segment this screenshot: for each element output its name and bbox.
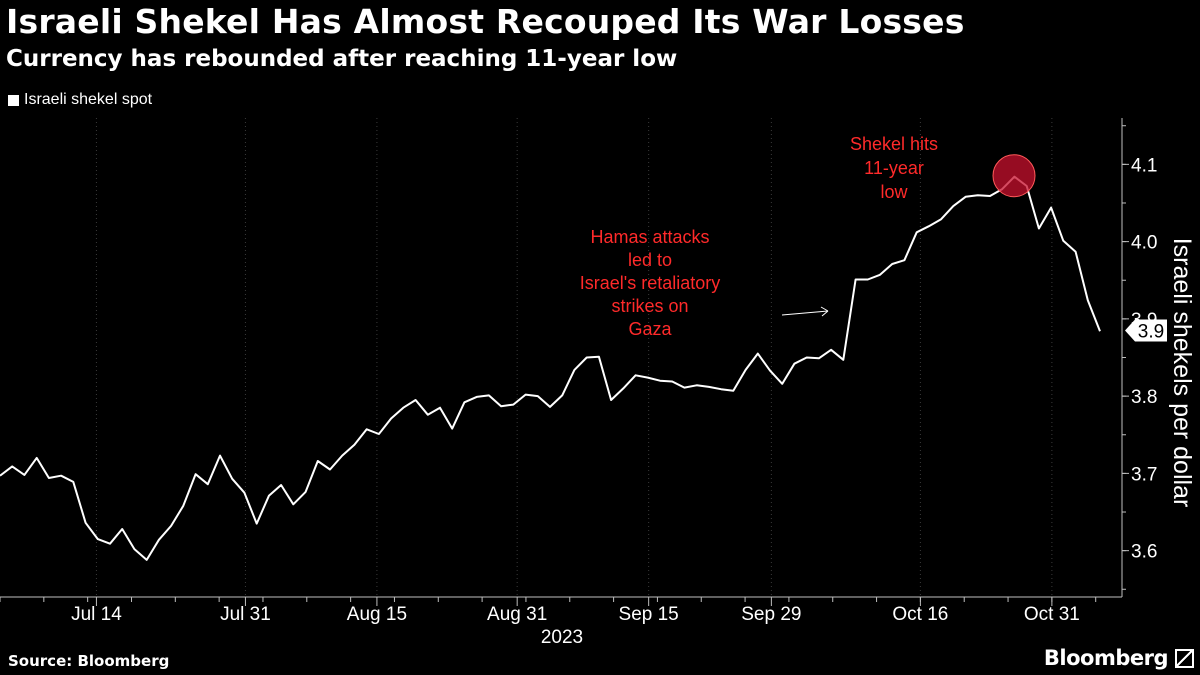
x-tick-label: Sep 15 <box>619 604 679 625</box>
annotation-hamas-line: led to <box>628 250 672 270</box>
y-tick-label: 3.7 <box>1131 464 1157 485</box>
bloomberg-logo: Bloomberg <box>1043 646 1169 670</box>
annotation-hamas-line: strikes on <box>611 296 688 316</box>
y-tick-label: 4.0 <box>1131 233 1157 254</box>
x-tick-label: Jul 14 <box>71 604 122 625</box>
annotation-hamas-line: Hamas attacks <box>590 227 709 247</box>
y-tick-label: 4.1 <box>1131 155 1157 176</box>
annotation-arrow-head <box>820 306 829 317</box>
x-tick-label: Jul 31 <box>220 604 271 625</box>
legend-swatch <box>8 94 19 106</box>
annotation-peak-line: 11-year <box>864 158 924 178</box>
annotation-peak-line: Shekel hits <box>850 134 938 154</box>
peak-marker <box>992 154 1036 198</box>
x-tick-label: Aug 15 <box>347 604 407 625</box>
source-note: Source: Bloomberg <box>8 652 170 670</box>
legend: Israeli shekel spot <box>8 91 152 109</box>
x-tick-label: Oct 16 <box>892 604 948 625</box>
annotation-arrow-shaft <box>781 310 829 316</box>
terminal-icon <box>1175 649 1194 668</box>
last-value-label: 3.9 <box>1138 321 1164 342</box>
x-tick-label: Aug 31 <box>487 604 547 625</box>
annotation-hamas-line: Israel's retaliatory <box>580 273 720 293</box>
x-tick-label: Sep 29 <box>741 604 801 625</box>
series-line <box>0 175 1101 561</box>
annotation-peak-line: low <box>880 182 908 202</box>
legend-label: Israeli shekel spot <box>24 91 153 108</box>
y-axis-title: Israeli shekels per dollar <box>1168 238 1196 508</box>
x-year-label: 2023 <box>541 627 583 648</box>
y-tick-label: 3.8 <box>1131 387 1157 408</box>
y-tick-label: 3.6 <box>1131 542 1157 563</box>
annotation-hamas-line: Gaza <box>628 319 672 339</box>
last-value-tag <box>1125 319 1167 342</box>
x-tick-label: Oct 31 <box>1024 604 1080 625</box>
chart-title: Israeli Shekel Has Almost Recouped Its W… <box>6 2 965 41</box>
chart-subtitle: Currency has rebounded after reaching 11… <box>6 46 678 72</box>
